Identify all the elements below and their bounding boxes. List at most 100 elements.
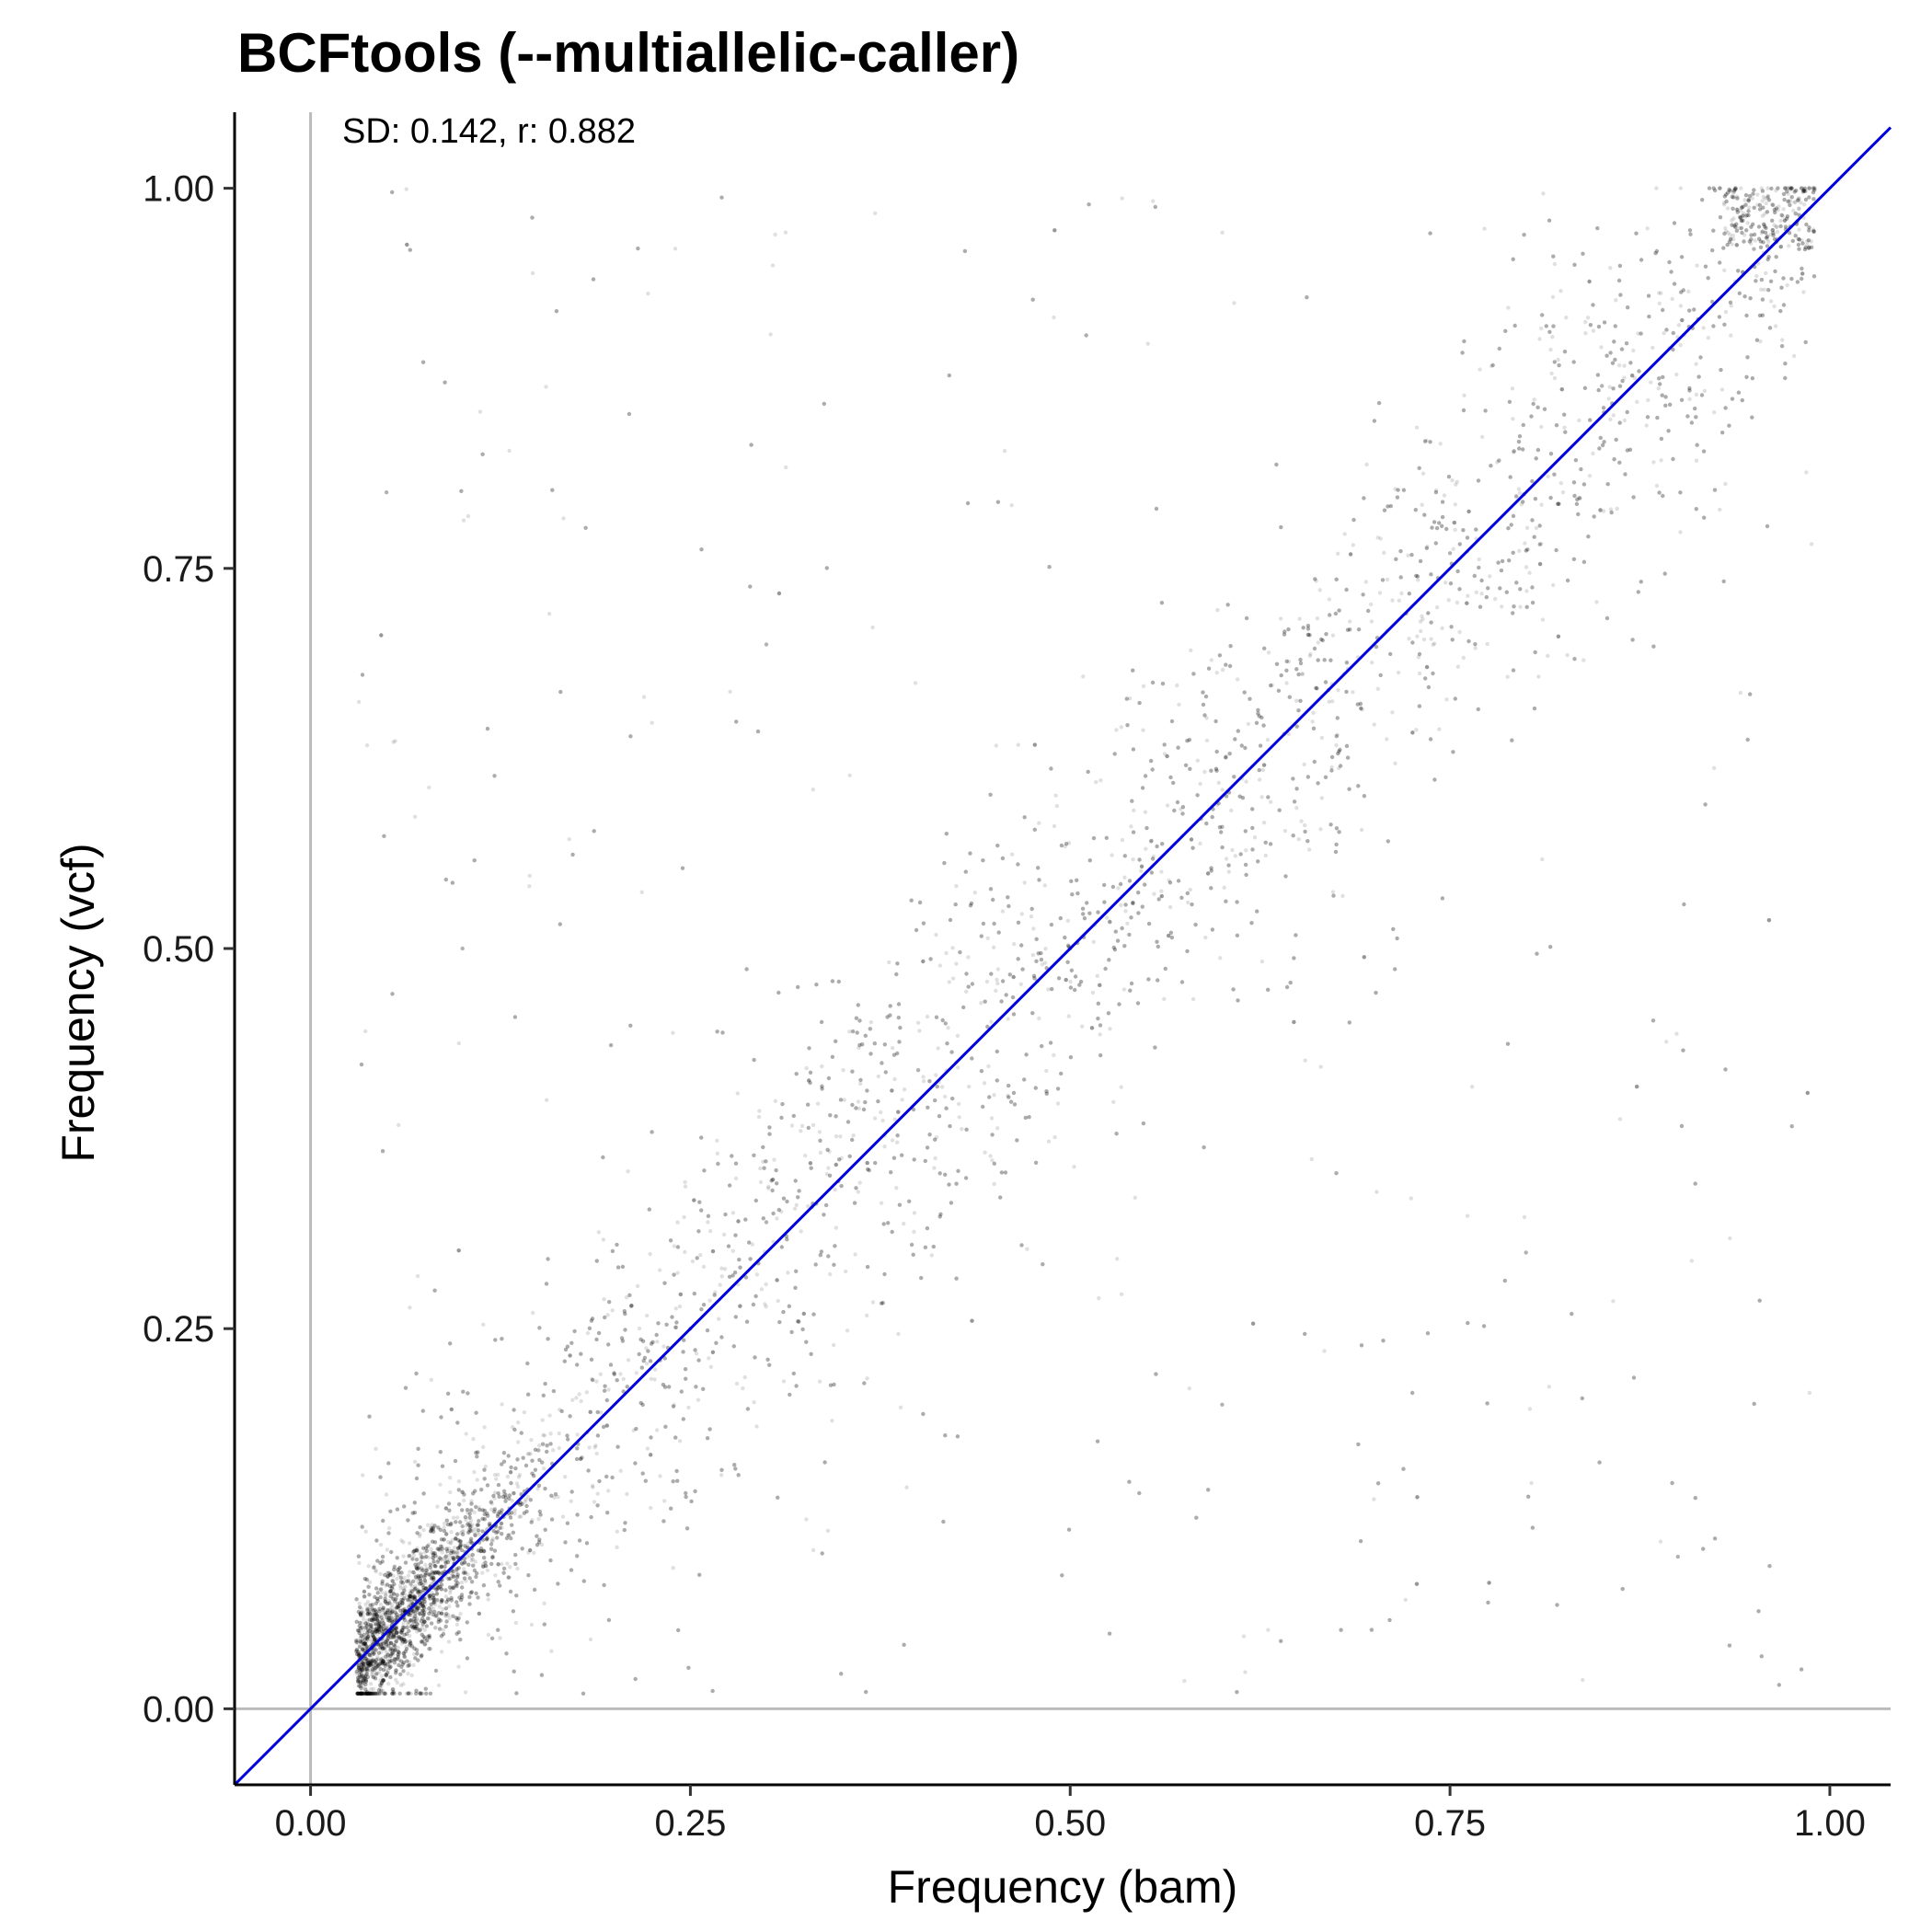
scatter-point [1712, 410, 1717, 415]
scatter-point [1263, 853, 1269, 858]
scatter-point [1316, 640, 1321, 645]
scatter-point [363, 1644, 369, 1649]
scatter-point [1372, 1497, 1376, 1501]
scatter-point [1742, 198, 1747, 202]
scatter-point [444, 1614, 449, 1618]
scatter-point [386, 1682, 391, 1686]
scatter-point [1723, 406, 1728, 410]
scatter-point [406, 1573, 411, 1579]
scatter-point [658, 1268, 662, 1272]
scatter-point [482, 1425, 487, 1430]
scatter-point [441, 1627, 446, 1632]
scatter-point [1202, 769, 1207, 775]
scatter-point [1095, 973, 1100, 979]
scatter-point [1327, 597, 1332, 602]
scatter-point [1591, 328, 1596, 333]
scatter-point [792, 1206, 798, 1212]
scatter-point [1797, 227, 1801, 232]
scatter-point [1539, 424, 1544, 430]
scatter-point [408, 1305, 412, 1310]
scatter-point [475, 1570, 479, 1576]
scatter-point [1072, 1165, 1076, 1169]
scatter-point [542, 1601, 546, 1606]
scatter-point [472, 1533, 477, 1537]
scatter-point [644, 1346, 649, 1351]
scatter-point [431, 1606, 436, 1611]
scatter-point [1433, 488, 1439, 493]
scatter-point [389, 1605, 394, 1610]
scatter-point [438, 1482, 443, 1487]
scatter-point [1479, 592, 1484, 596]
scatter-point [1564, 316, 1569, 320]
scatter-point [1550, 335, 1555, 339]
scatter-point [542, 1433, 547, 1438]
scatter-point [385, 1547, 389, 1552]
scatter-point [466, 513, 471, 519]
scatter-point [950, 976, 956, 981]
scatter-point [420, 1640, 425, 1645]
scatter-point [842, 1098, 846, 1102]
scatter-point [1465, 601, 1469, 605]
scatter-point [472, 1469, 477, 1475]
scatter-point [770, 1178, 776, 1182]
scatter-point [950, 946, 955, 950]
scatter-point [1809, 239, 1813, 244]
scatter-point [1261, 821, 1267, 825]
scatter-point [413, 1572, 418, 1578]
scatter-point [422, 1555, 428, 1560]
scatter-point [1723, 481, 1728, 487]
scatter-point [415, 1618, 420, 1623]
scatter-point [408, 1640, 413, 1646]
scatter-point [1662, 331, 1666, 336]
scatter-point [1723, 309, 1729, 315]
scatter-point [422, 1627, 428, 1632]
scatter-point [391, 1587, 396, 1592]
scatter-point [1622, 418, 1627, 423]
scatter-point [454, 1551, 460, 1556]
scatter-point [454, 1600, 459, 1604]
scatter-point [1434, 605, 1440, 610]
scatter-point [470, 1558, 476, 1562]
scatter-point [355, 1691, 360, 1696]
scatter-point [411, 1553, 417, 1558]
scatter-point [1809, 542, 1814, 546]
scatter-point [637, 1326, 642, 1331]
scatter-point [721, 1232, 727, 1237]
scatter-point [499, 1521, 503, 1526]
scatter-point [456, 1479, 462, 1484]
scatter-point [434, 1614, 439, 1619]
scatter-point [1800, 190, 1805, 195]
scatter-point [1608, 417, 1613, 422]
scatter-point [828, 1271, 833, 1277]
scatter-point [394, 1640, 398, 1645]
scatter-point [1466, 593, 1470, 598]
scatter-point [1465, 1213, 1470, 1218]
scatter-point [1477, 557, 1481, 562]
scatter-point [618, 1468, 623, 1474]
scatter-point [374, 1446, 378, 1452]
scatter-point [1314, 685, 1318, 690]
scatter-point [367, 1634, 372, 1639]
scatter-point [1209, 658, 1214, 662]
scatter-point [1615, 506, 1619, 512]
scatter-point [615, 1545, 619, 1550]
scatter-point [1224, 753, 1228, 759]
scatter-point [415, 1605, 420, 1610]
scatter-point [1469, 1085, 1475, 1089]
scatter-point [480, 1562, 486, 1567]
scatter-point [1407, 637, 1411, 641]
scatter-point [1488, 574, 1492, 579]
scatter-point [1294, 698, 1299, 703]
scatter-point [1799, 201, 1803, 205]
scatter-point [1805, 239, 1810, 244]
scatter-point [1054, 803, 1060, 809]
scatter-point [372, 1627, 377, 1632]
scatter-point [957, 1115, 961, 1120]
scatter-point [1286, 660, 1292, 664]
scatter-point [1783, 218, 1788, 223]
scatter-point [1737, 225, 1742, 231]
scatter-point [1797, 206, 1801, 212]
scatter-point [917, 1029, 922, 1033]
scatter-point [673, 1306, 678, 1311]
scatter-point [857, 1045, 861, 1051]
